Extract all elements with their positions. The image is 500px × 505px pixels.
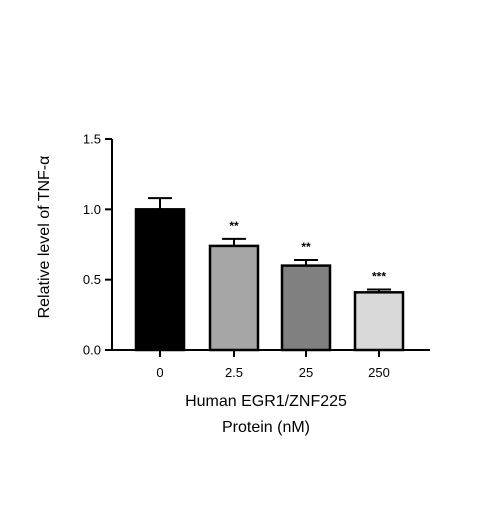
x-tick-label: 2.5 [225, 365, 243, 380]
y-tick-label: 1.0 [83, 202, 101, 217]
error-bars-layer [148, 197, 391, 293]
x-tick-label: 25 [299, 365, 313, 380]
bar [280, 264, 332, 352]
y-tick-label: 0.0 [83, 343, 101, 358]
x-axis-title-line-1: Human EGR1/ZNF225 [185, 393, 347, 410]
ticks-layer [105, 138, 380, 357]
bar [353, 291, 405, 352]
significance-label: *** [372, 270, 386, 284]
y-axis-title: Relative level of TNF-α [36, 156, 53, 319]
bar [134, 208, 186, 352]
bars-layer [134, 208, 405, 352]
x-axis-title-line-2: Protein (nM) [222, 419, 310, 436]
y-tick-label: 0.5 [83, 272, 101, 287]
labels-layer: 0.0 0.5 1.0 1.5 0 2.5 ** 25 ** 250 *** [83, 132, 390, 381]
significance-label: ** [301, 240, 311, 254]
x-tick-label: 0 [156, 365, 163, 380]
x-tick-label: 250 [368, 365, 390, 380]
bar [208, 244, 260, 352]
significance-label: ** [229, 219, 239, 233]
y-tick-label: 1.5 [83, 132, 101, 147]
axes-layer [111, 139, 430, 351]
